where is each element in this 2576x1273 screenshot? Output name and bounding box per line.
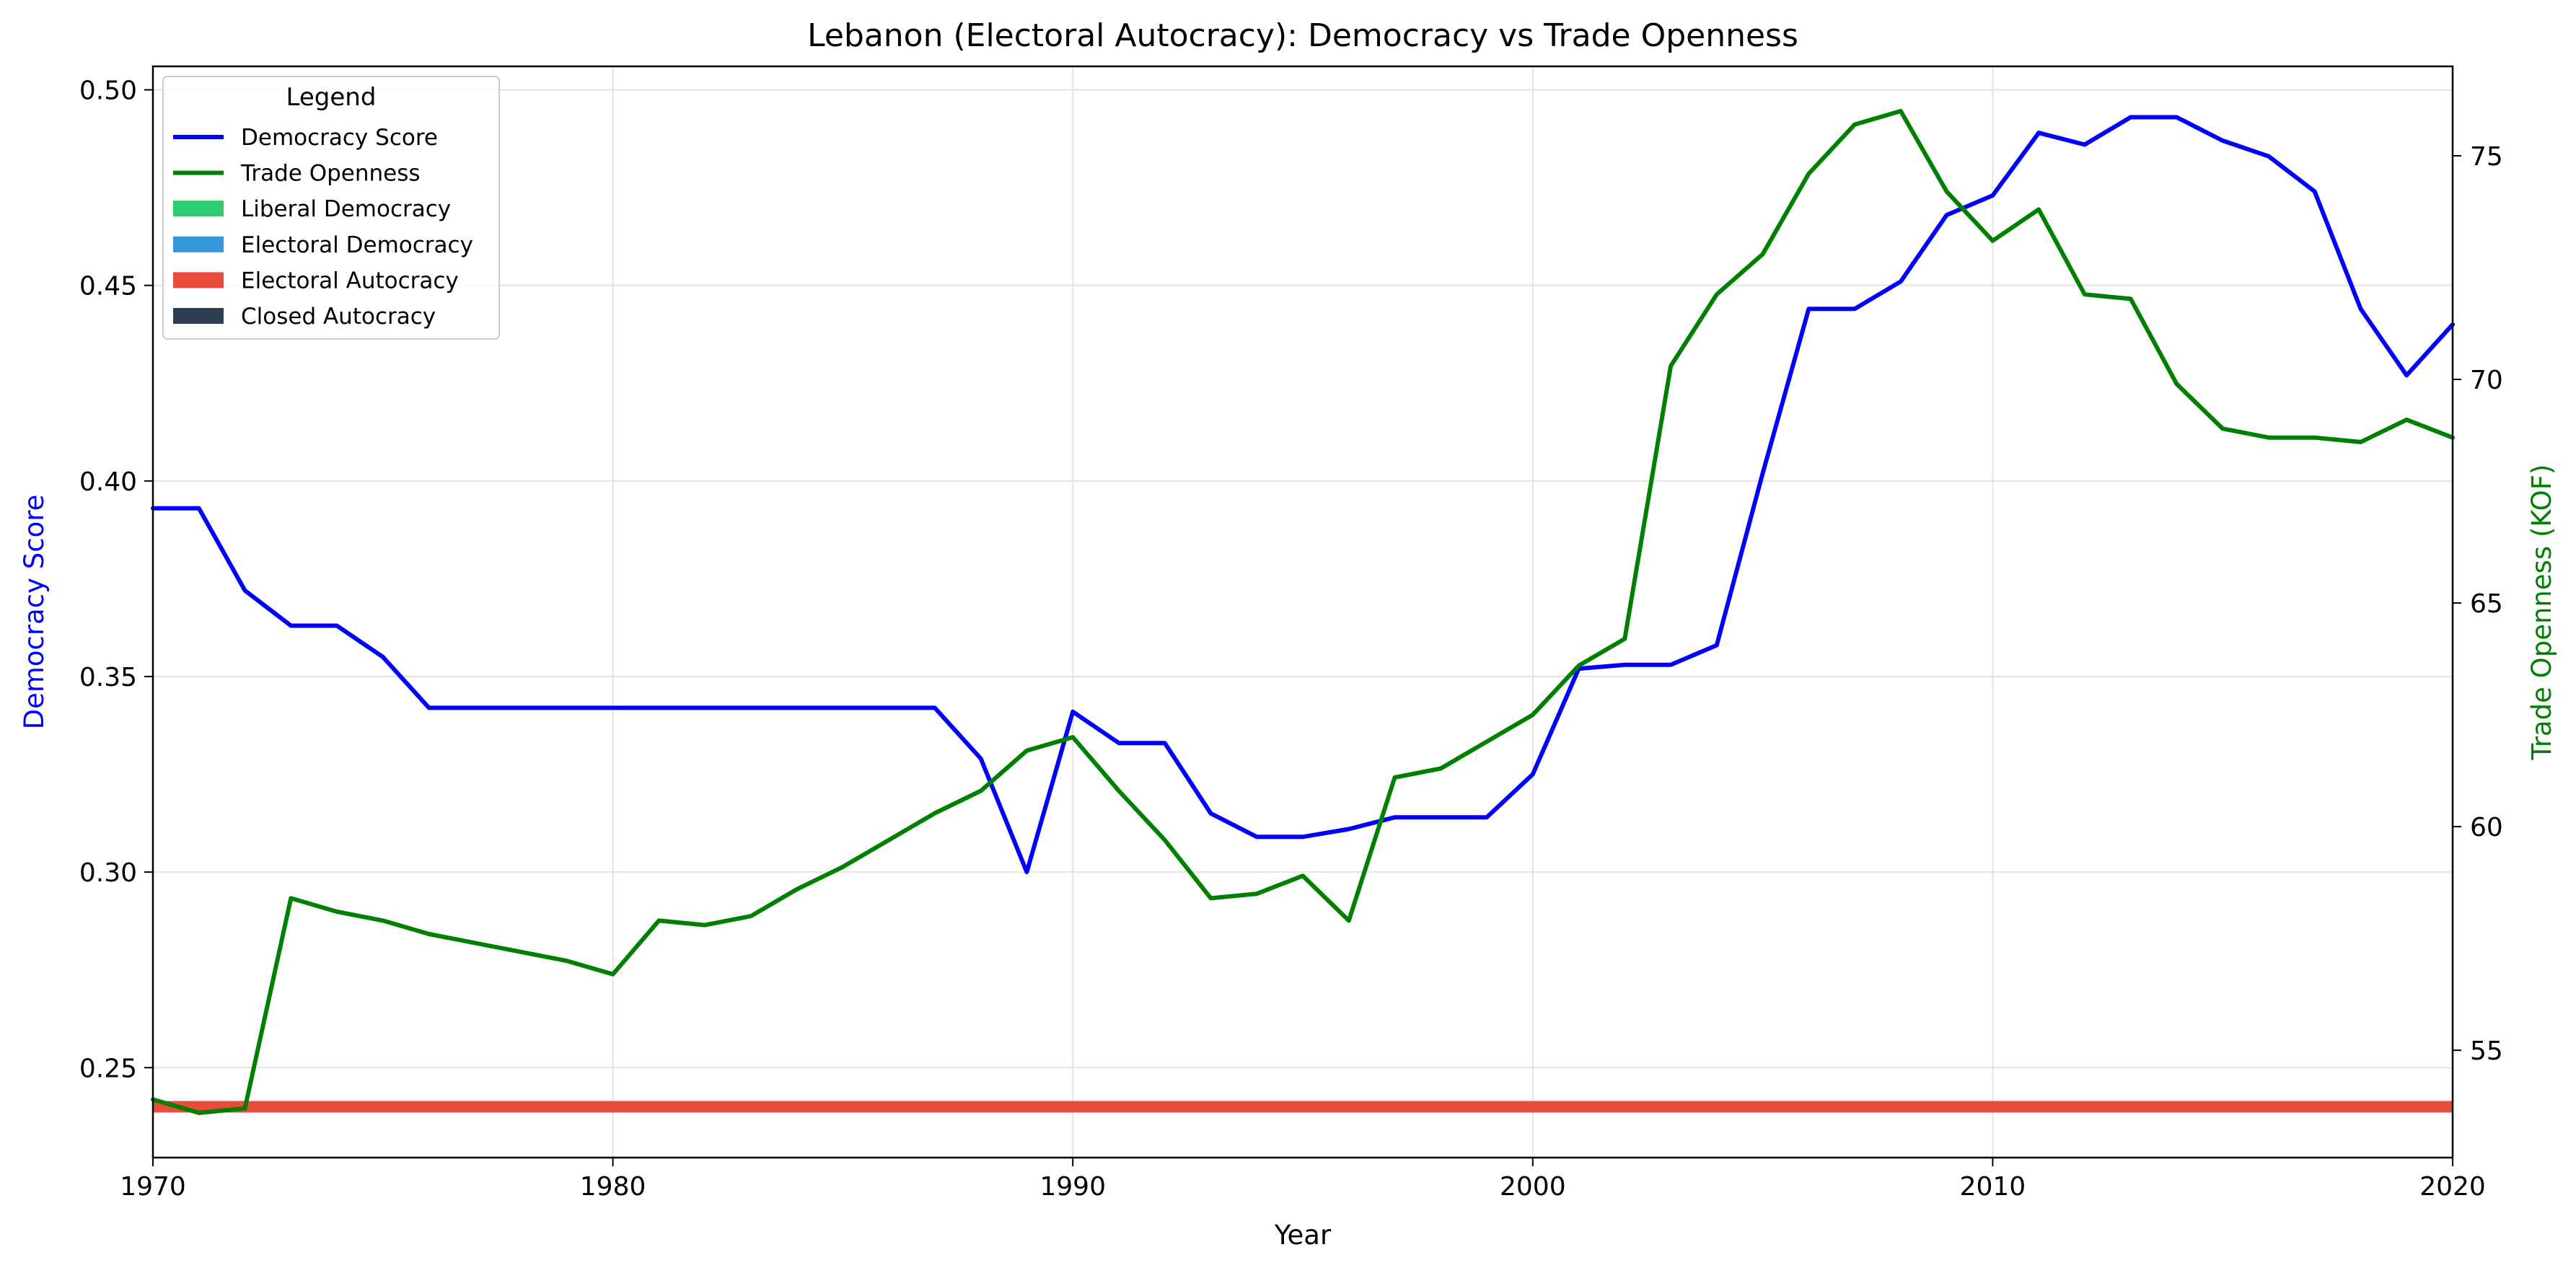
legend-entry-democracy-score-label: Democracy Score (241, 125, 438, 151)
x-tick-label: 2010 (1960, 1172, 2026, 1202)
y-left-tick-label: 0.25 (79, 1054, 137, 1083)
regime-band-electoral-autocracy (153, 1101, 2453, 1113)
y-right-tick-label: 55 (2470, 1036, 2503, 1066)
y-axis-label-left: Democracy Score (19, 495, 50, 730)
x-axis-label: Year (1274, 1220, 1332, 1251)
legend-entry-trade-openness-label: Trade Openness (240, 161, 421, 187)
x-tick-label: 2020 (2419, 1172, 2486, 1202)
chart-title: Lebanon (Electoral Autocracy): Democracy… (807, 17, 1798, 54)
y-left-tick-label: 0.45 (79, 272, 137, 301)
legend-title: Legend (286, 83, 377, 112)
series-line-democracy-score (151, 115, 2455, 875)
y-left-tick-label: 0.50 (79, 76, 137, 106)
grid (152, 66, 2453, 1158)
y-right-tick-label: 60 (2470, 813, 2503, 842)
series-line-trade-openness (151, 109, 2455, 1115)
legend-entry-electoral-democracy-label: Electoral Democracy (241, 232, 473, 258)
y-right-tick-label: 70 (2470, 366, 2503, 395)
legend-entry-liberal-democracy-label: Liberal Democracy (241, 196, 451, 222)
plot-frame (151, 65, 2454, 1159)
y-left-tick-label: 0.35 (79, 663, 137, 692)
legend: Legend Democracy Score Trade Openness Liber… (162, 76, 500, 340)
x-tick-label: 1980 (580, 1172, 646, 1202)
x-tick-label: 1970 (120, 1172, 186, 1202)
ticks: 1970 1980 1990 2000 2010 2020 0.25 0.30 0.35 0.40… (79, 76, 2503, 1202)
axes (151, 65, 2454, 1159)
legend-entry-electoral-autocracy-swatch (173, 272, 224, 288)
x-tick-label: 2000 (1500, 1172, 1566, 1202)
y-right-tick-label: 65 (2470, 589, 2503, 619)
series-layer (151, 109, 2455, 1115)
y-left-tick-label: 0.30 (79, 858, 137, 888)
y-right-tick-label: 75 (2470, 142, 2503, 172)
legend-box (162, 76, 500, 340)
legend-entry-closed-autocracy-label: Closed Autocracy (241, 304, 436, 330)
regime-band-layer (153, 1101, 2453, 1113)
legend-entry-liberal-democracy-swatch (173, 201, 224, 217)
legend-entry-electoral-autocracy-label: Electoral Autocracy (241, 268, 459, 294)
legend-entry-closed-autocracy-swatch (173, 308, 224, 324)
legend-entry-electoral-democracy-swatch (173, 236, 224, 252)
x-tick-label: 1990 (1039, 1172, 1106, 1202)
y-left-tick-label: 0.40 (79, 467, 137, 497)
y-axis-label-right: Trade Openness (KOF) (2526, 464, 2557, 761)
